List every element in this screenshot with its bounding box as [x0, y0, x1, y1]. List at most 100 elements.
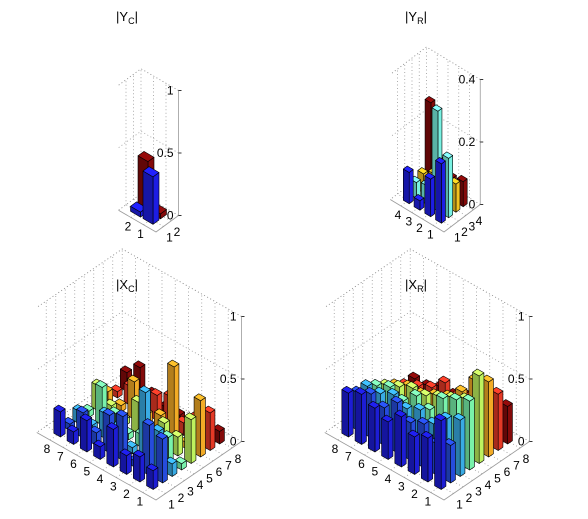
title-end: |: [135, 9, 138, 24]
bar-face-right: [368, 404, 376, 453]
z-tick-label: 1: [230, 310, 237, 324]
bar-face-left: [459, 416, 466, 477]
bar-face-top: [104, 398, 117, 407]
bar-face-top: [133, 360, 146, 369]
bar: [424, 172, 436, 218]
bar: [142, 166, 160, 225]
bar-face-top: [438, 375, 451, 384]
bar-face-top: [146, 463, 159, 472]
bar-face-left: [348, 389, 354, 438]
row-tick-label: 5: [371, 465, 378, 479]
bar-face-top: [193, 393, 206, 402]
bar-face-top: [462, 393, 475, 402]
row-tick-label: 7: [345, 450, 352, 464]
bar-face-right: [53, 407, 61, 438]
panel-title: |XR|: [405, 277, 427, 294]
bar-face-left: [497, 390, 504, 451]
bar: [402, 165, 414, 205]
bar-face-left: [152, 467, 159, 490]
bar-face-left: [139, 453, 145, 483]
bar-face-right: [434, 416, 442, 490]
bar: [354, 387, 367, 445]
bar: [53, 404, 66, 438]
bars: [53, 359, 225, 490]
bar-face-top: [402, 165, 414, 173]
bar-face-top: [472, 368, 485, 377]
bar-face-top: [138, 385, 151, 394]
bar-face-top: [114, 398, 127, 407]
col-tick-label: 2: [174, 225, 181, 239]
col-tick-label: 8: [235, 452, 242, 466]
bar-face-left: [440, 417, 447, 490]
col-tick-label: 7: [225, 459, 232, 473]
bar-face-top: [368, 400, 380, 409]
bar-face-top: [406, 381, 418, 389]
row-tick-label: 3: [405, 215, 412, 229]
row-tick-labels: 12: [125, 220, 145, 241]
bars: [341, 368, 513, 490]
bar-face-top: [409, 388, 422, 397]
bar: [421, 430, 433, 483]
bar-face-top: [390, 395, 403, 404]
bar-face-top: [431, 104, 443, 112]
col-tick-label: 4: [485, 478, 492, 492]
title-subscript: R: [417, 16, 424, 26]
bar-face-left: [414, 433, 420, 475]
z-tick-labels: 00.51: [220, 310, 245, 449]
bar-face-left: [478, 372, 485, 464]
bar-face-top: [89, 425, 102, 434]
grid-line: [36, 311, 242, 380]
bar-face-top: [392, 379, 405, 388]
bar-face-top: [142, 166, 160, 178]
bar-face-top: [76, 405, 89, 414]
bar-face-right: [381, 417, 389, 460]
bar-face-top: [171, 429, 183, 438]
bar-face-top: [152, 424, 164, 432]
bar-face-left: [462, 178, 468, 208]
col-tick-label: 5: [206, 472, 213, 486]
z-tick-label: 0.2: [459, 135, 476, 149]
bar-face-top: [66, 424, 79, 433]
bar-face-top: [500, 399, 513, 407]
bar-face-top: [417, 167, 429, 175]
bar-face-left: [209, 409, 216, 451]
axis-line: [36, 432, 242, 501]
grid-line: [324, 248, 530, 317]
grid-line: [36, 248, 242, 317]
row-tick-label: 3: [110, 480, 117, 494]
row-tick-label: 2: [125, 220, 132, 234]
bar: [80, 413, 92, 453]
bar-face-right: [402, 168, 410, 205]
bar: [368, 400, 380, 453]
title-main: |X: [116, 277, 128, 292]
bar-face-left: [374, 404, 380, 453]
col-tick-label: 6: [216, 465, 223, 479]
bar-face-top: [417, 416, 430, 425]
bar-face-top: [142, 418, 155, 426]
panel-title: |XC|: [116, 277, 138, 294]
bar-face-top: [434, 413, 447, 422]
bar-face-top: [354, 387, 367, 395]
bar-face-top: [425, 380, 437, 389]
bar-face-top: [341, 385, 354, 394]
bars: [130, 151, 167, 225]
bar-face-top: [377, 400, 390, 409]
bar-face-right: [424, 175, 432, 218]
bar: [407, 429, 420, 475]
row-tick-label: 3: [398, 480, 405, 494]
bar-face-right: [394, 412, 402, 468]
bar-face-right: [80, 416, 88, 453]
bar-face-left: [448, 155, 454, 219]
row-tick-label: 8: [44, 442, 51, 456]
bar-face-left: [162, 435, 168, 484]
title-end: |: [424, 9, 427, 24]
title-subscript: C: [128, 16, 135, 26]
grid-line: [36, 248, 242, 317]
bar-face-left: [126, 452, 132, 475]
bar-face-top: [400, 401, 413, 410]
z-tick-label: 0: [518, 435, 525, 449]
bar-face-top: [373, 386, 386, 395]
bar-face-top: [424, 172, 436, 180]
